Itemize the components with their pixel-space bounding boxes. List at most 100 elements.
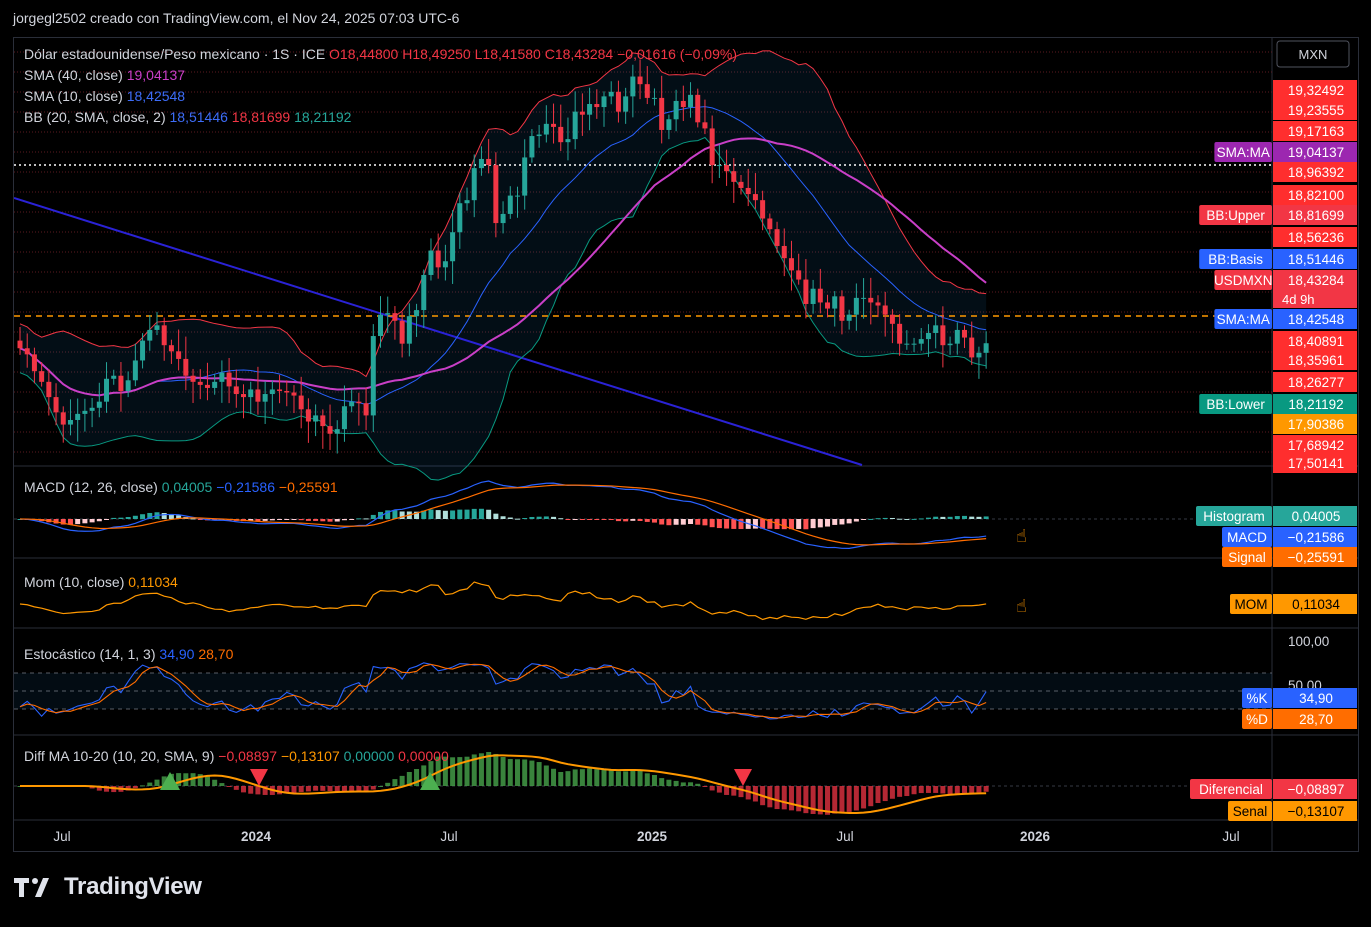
candle-body: [183, 358, 189, 376]
macd-histogram-bar: [709, 519, 715, 528]
candle-body: [320, 415, 326, 427]
macd-tag-value: 0,04005: [1292, 509, 1341, 524]
macd-pane[interactable]: [14, 480, 1272, 549]
diff-histogram-bar: [255, 786, 261, 795]
momentum-pane[interactable]: [19, 581, 987, 621]
time-axis-label: Jul: [1222, 829, 1239, 844]
trend-line: [13, 197, 863, 466]
diff-histogram-bar: [788, 786, 794, 811]
diff-histogram-bar: [226, 786, 232, 787]
diff-histogram-bar: [392, 779, 398, 786]
grid-lines: [14, 38, 1358, 851]
candle-body: [688, 94, 694, 108]
candle-body: [918, 339, 924, 344]
stoch-tag-name-box: [1242, 688, 1272, 708]
legends: Dólar estadounidense/Peso mexicano · 1S …: [24, 46, 737, 764]
diff-histogram-bar: [933, 786, 939, 793]
candle-body: [651, 97, 657, 99]
macd-histogram-bar: [724, 519, 730, 529]
macd-histogram-bar: [176, 515, 182, 519]
diff-histogram-bar: [868, 786, 874, 807]
candle-body: [832, 296, 838, 309]
macd-histogram-bar: [897, 518, 903, 520]
candle-body: [976, 352, 982, 358]
candle-body: [334, 429, 340, 434]
diff-histogram-bar: [378, 786, 383, 787]
diff-histogram-bar: [500, 757, 506, 786]
macd-histogram-bar: [125, 517, 131, 519]
macd-histogram-bar: [738, 519, 744, 530]
currency-button: [1276, 40, 1350, 68]
tag-countdown: 4d 9h: [1282, 292, 1315, 307]
legend-value: −0,08897: [218, 748, 281, 764]
diff-histogram-bar: [976, 786, 982, 793]
chart-svg[interactable]: 19,32492 19,23555 19,17163 18,96392 18,82100…: [13, 38, 1358, 851]
diff-histogram-bar: [262, 786, 268, 795]
time-axis-label: Jul: [836, 829, 853, 844]
diff-histogram-bar: [832, 786, 838, 814]
indicator-legend: SMA (10, close) 18,42548: [24, 88, 185, 104]
macd-histogram-bar: [320, 519, 326, 522]
price-scale-label: 17,68942: [1288, 438, 1344, 453]
price-and-time-axes: 19,32492 19,23555 19,17163 18,96392 18,82100…: [53, 40, 1357, 844]
diff-histogram-bar: [334, 786, 340, 792]
candle-body: [75, 413, 81, 420]
macd-tag-name-box: [1196, 506, 1272, 526]
candle-body: [500, 213, 506, 224]
diff-histogram-bar: [680, 782, 686, 786]
candle-body: [788, 258, 794, 271]
candle-body: [118, 375, 124, 391]
macd-histogram-bar: [630, 519, 636, 521]
diff-histogram-bar: [983, 786, 989, 792]
diff-histogram-bar: [356, 786, 362, 793]
diff-histogram-bar: [551, 768, 557, 786]
candle-body: [147, 329, 153, 341]
candle-body: [370, 336, 376, 416]
macd-histogram-bar: [572, 519, 578, 520]
candle-body: [204, 384, 210, 388]
chart-area[interactable]: 19,32492 19,23555 19,17163 18,96392 18,82100…: [13, 37, 1359, 852]
macd-histogram-bar: [392, 510, 398, 519]
candle-body: [53, 397, 59, 413]
macd-histogram-bar: [197, 519, 203, 520]
diff-histogram-bar: [579, 769, 585, 786]
diff-ma-pane[interactable]: [14, 752, 1272, 815]
main-price-pane[interactable]: [13, 50, 1272, 481]
macd-histogram-bar: [947, 516, 953, 519]
candle-body: [529, 136, 535, 158]
diff-tag-name: Senal: [1233, 804, 1268, 819]
candle-body: [839, 296, 845, 321]
stochastic-pane[interactable]: [14, 662, 1272, 720]
diff-histogram-bar: [471, 754, 477, 786]
tag-value: 18,42548: [1288, 312, 1344, 327]
candle-body: [442, 261, 448, 268]
diff-histogram-bar: [817, 786, 823, 815]
diff-histogram-bar: [738, 786, 744, 798]
macd-histogram-bar: [442, 510, 448, 519]
diff-histogram-bar: [882, 786, 888, 802]
macd-histogram-bar: [147, 512, 153, 519]
tradingview-logo[interactable]: TradingView: [14, 873, 202, 901]
macd-histogram-bar: [478, 508, 484, 519]
candle-body: [478, 158, 484, 169]
macd-histogram-bar: [284, 519, 290, 520]
macd-histogram-bar: [341, 519, 347, 521]
diff-histogram-bar: [132, 786, 138, 789]
legend-value: 18,42548: [127, 88, 186, 104]
diff-tag-name-box: [1228, 801, 1272, 821]
macd-histogram-bar: [471, 508, 477, 519]
macd-histogram-bar: [370, 514, 376, 519]
candle-body: [615, 91, 621, 112]
candle-body: [904, 343, 910, 345]
candle-body: [363, 403, 369, 416]
macd-histogram-bar: [889, 517, 895, 519]
macd-histogram-bar: [933, 516, 939, 519]
candle-body: [947, 343, 953, 346]
macd-histogram-bar: [356, 518, 362, 520]
diff-histogram-bar: [536, 762, 542, 786]
diff-histogram-bar: [587, 768, 593, 786]
macd-histogram-bar: [983, 516, 989, 519]
candle-body: [140, 340, 146, 361]
macd-tag-name-box: [1222, 547, 1272, 567]
macd-histogram-bar: [601, 519, 607, 520]
